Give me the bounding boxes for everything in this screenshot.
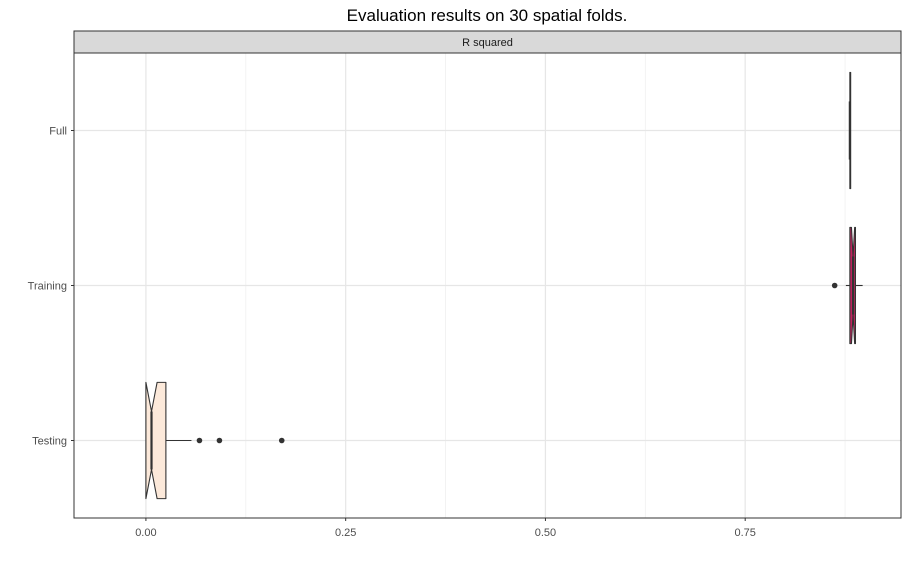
y-tick-label: Training [28,281,67,293]
y-axis: Full Training Testing [28,126,74,448]
y-tick-label: Full [49,126,67,138]
x-tick-label: 0.00 [135,527,156,539]
outlier-point [831,282,838,289]
box-body [145,381,167,500]
x-tick-label: 0.50 [535,527,556,539]
facet-strip-label: R squared [462,37,513,49]
box-training [831,226,863,345]
box-full [848,71,852,190]
grid-lines [74,53,901,518]
y-tick-label: Testing [32,436,67,448]
box-layer [145,71,863,500]
box-testing [145,381,285,500]
outlier-point [278,437,285,444]
outlier-point [216,437,223,444]
x-tick-label: 0.25 [335,527,356,539]
chart-title: Evaluation results on 30 spatial folds. [347,6,628,25]
x-axis: 0.00 0.25 0.50 0.75 [135,518,756,539]
outlier-point [196,437,203,444]
x-tick-label: 0.75 [734,527,755,539]
